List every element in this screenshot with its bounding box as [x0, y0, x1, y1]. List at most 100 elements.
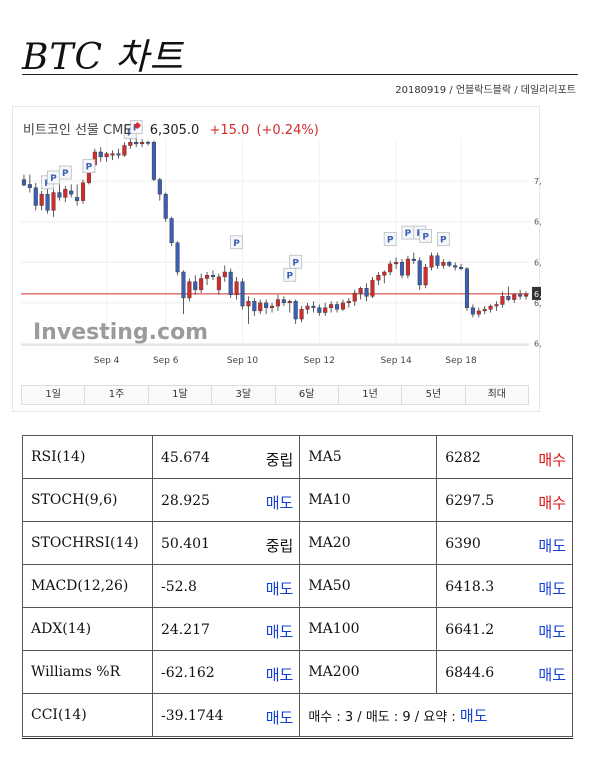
range-1d-button[interactable]: 1일 — [22, 386, 86, 404]
candle-body — [216, 276, 221, 291]
candle-body — [275, 299, 280, 307]
candle-body — [388, 263, 393, 273]
range-1w-button[interactable]: 1주 — [85, 386, 149, 404]
candle-body — [27, 184, 32, 188]
indicator-row: CCI(14) -39.1744 매도 매수 : 3 / 매도 : 9 / 요약 : … — [22, 693, 573, 737]
candle-body — [39, 193, 44, 206]
candle-body — [524, 293, 529, 297]
event-marker-label: P — [233, 239, 240, 249]
last-price: 6,305.0 — [149, 123, 200, 138]
summary-counts: 매수 : 3 / 매도 : 9 / 요약 : — [308, 709, 456, 725]
candle-body — [423, 266, 428, 286]
indicator-signal: 매도 — [265, 666, 294, 684]
event-marker-label: P — [387, 236, 394, 246]
indicator-value: 24.217 — [160, 622, 210, 638]
indicator-row: STOCH(9,6) 28.925 매도 MA10 6297.5 매수 — [22, 478, 573, 522]
indicator-name: STOCHRSI(14) — [22, 521, 153, 565]
price-chart[interactable]: 7,000.0 6,750.0 6,500.0 6,250.0 6,000.0 Sep 4… — [12, 106, 541, 413]
ma-value-cell: 6282 매수 — [436, 435, 573, 479]
ma-signal: 매도 — [538, 580, 566, 598]
indicator-signal: 매도 — [265, 709, 294, 727]
range-6m-button[interactable]: 6달 — [275, 386, 339, 404]
indicator-row: MACD(12,26) -52.8 매도 MA50 6418.3 매도 — [22, 564, 573, 608]
ma-value: 6418.3 — [445, 579, 495, 595]
candle-body — [494, 304, 499, 307]
candle-body — [346, 301, 351, 304]
indicator-signal: 중립 — [265, 537, 294, 555]
candle-body — [163, 193, 168, 219]
candle-body — [98, 151, 103, 158]
range-3m-button[interactable]: 3달 — [212, 386, 276, 404]
candle-body — [45, 193, 50, 211]
indicator-value-cell: -52.8 매도 — [151, 564, 301, 608]
candle-body — [399, 262, 405, 276]
candle-body — [435, 255, 440, 266]
current-price-label: 6,305.0 — [534, 290, 541, 299]
ma-value: 6641.2 — [445, 622, 495, 638]
x-tick-label: Sep 12 — [304, 356, 335, 366]
ma-name: MA50 — [299, 564, 438, 608]
candle-body — [317, 307, 322, 313]
candlestick-chart-canvas[interactable]: 7,000.0 6,750.0 6,500.0 6,250.0 6,000.0 Sep 4… — [13, 107, 541, 413]
watermark-logo: Investing.com — [33, 320, 208, 345]
candle-body — [234, 281, 239, 295]
candle-body — [187, 281, 192, 299]
summary-signal: 매도 — [459, 706, 488, 725]
ma-signal: 매도 — [538, 666, 566, 684]
range-1y-button[interactable]: 1년 — [338, 386, 403, 404]
candle-body — [405, 258, 410, 276]
indicator-name: ADX(14) — [22, 607, 153, 651]
price-change: +15.0 — [209, 123, 250, 138]
candle-body — [116, 153, 121, 156]
event-marker-icon — [383, 232, 397, 246]
event-marker-label: P — [50, 174, 57, 184]
candle-body — [358, 288, 363, 294]
indicator-row: STOCHRSI(14) 50.401 중립 MA20 6390 매도 — [22, 521, 573, 565]
candle-body — [110, 153, 115, 156]
candle-body — [352, 292, 357, 302]
range-5y-button[interactable]: 5년 — [402, 386, 466, 404]
indicator-value: 50.401 — [160, 536, 210, 552]
candle-body — [370, 279, 375, 297]
ma-value: 6390 — [445, 536, 481, 552]
candle-body — [264, 302, 269, 308]
ma-signal: 매수 — [538, 494, 566, 512]
ma-name: MA10 — [299, 478, 438, 522]
event-marker-label: P — [86, 163, 93, 173]
event-marker-label: P — [440, 236, 447, 246]
candle-body — [63, 189, 68, 198]
indicator-row: ADX(14) 24.217 매도 MA100 6641.2 매도 — [22, 607, 573, 651]
indicator-value-cell: -39.1744 매도 — [151, 693, 301, 737]
event-marker-icon — [436, 232, 450, 246]
indicator-signal: 매도 — [265, 580, 294, 598]
signal-summary: 매수 : 3 / 매도 : 9 / 요약 : 매도 — [299, 693, 573, 737]
candle-body — [199, 278, 204, 291]
ma-value: 6282 — [445, 450, 481, 466]
range-1m-button[interactable]: 1달 — [148, 386, 213, 404]
y-tick-label: 7,000.0 — [534, 177, 541, 186]
ma-name: MA100 — [299, 607, 438, 651]
y-tick-label: 6,500.0 — [534, 258, 541, 267]
candle-body — [145, 142, 151, 144]
candle-body — [506, 296, 511, 300]
candle-body — [134, 142, 139, 145]
byline: 20180919 / 언블락드블락 / 데일리리포트 — [395, 85, 576, 96]
event-marker-label: P — [292, 258, 299, 268]
candle-body — [205, 275, 210, 279]
indicator-value-cell: 24.217 매도 — [151, 607, 301, 651]
y-tick-label: 6,000.0 — [534, 339, 541, 348]
candle-body — [222, 271, 227, 278]
y-tick-label: 6,750.0 — [534, 218, 541, 227]
candle-body — [175, 242, 180, 273]
candle-body — [169, 218, 174, 244]
candle-body — [281, 299, 286, 304]
candle-body — [500, 296, 505, 305]
indicator-signal: 매도 — [265, 623, 294, 641]
range-max-button[interactable]: 최대 — [465, 386, 528, 404]
candle-body — [246, 301, 251, 307]
candle-body — [293, 301, 298, 320]
candle-body — [417, 260, 422, 286]
event-marker-label: P — [422, 232, 429, 242]
indicator-value: 45.674 — [160, 450, 210, 466]
x-tick-label: Sep 4 — [94, 356, 120, 366]
